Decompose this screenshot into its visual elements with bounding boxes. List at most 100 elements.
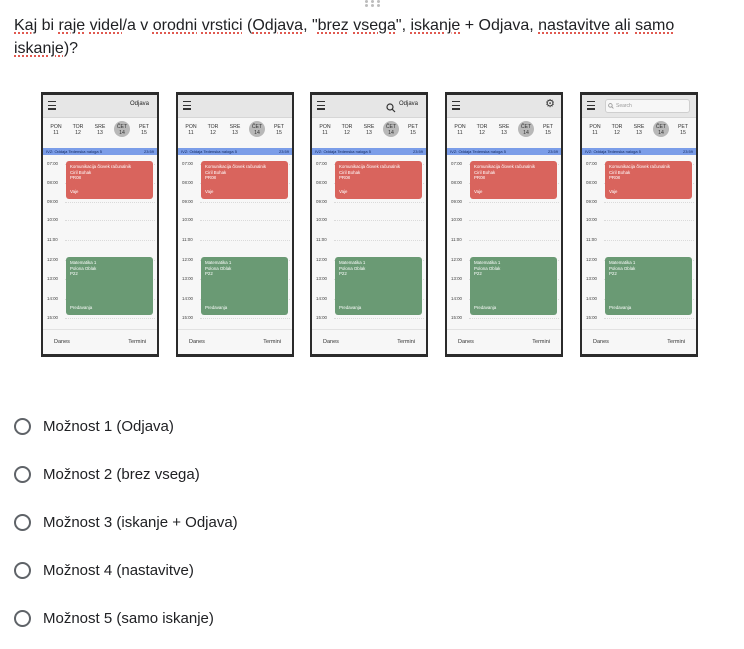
day-pet: PET 15 <box>135 124 153 146</box>
event-person: Ciril Bohak <box>70 169 92 175</box>
today-label: Danes <box>323 339 339 345</box>
appointments-label: Termini <box>532 339 550 345</box>
drag-handle-icon[interactable] <box>365 0 383 8</box>
day-number: 12 <box>614 130 620 136</box>
hour-label: 14:00 <box>316 296 327 301</box>
day-name: ČET <box>116 124 128 130</box>
day-number: 15 <box>276 130 282 136</box>
day-number: 14 <box>388 130 394 136</box>
day-name: PON <box>454 124 466 130</box>
event-person: Ciril Bohak <box>339 169 361 175</box>
event-title: Komunikacija človek računalnik <box>609 164 671 169</box>
deadline-banner: IVZ: Oddaja Tedenska naloga 5 23:59 <box>447 148 561 155</box>
mockup-schedule-grid: 07:00 08:00 09:00 10:00 11:00 12:00 13:00 14:00… <box>43 159 157 329</box>
day-name: SRE <box>498 124 510 130</box>
event-room: P22 <box>609 271 617 276</box>
event-person: Polona Oblak <box>474 265 501 271</box>
question-text-part: raje <box>58 17 86 34</box>
option-label[interactable]: Možnost 1 (Odjava) <box>43 418 174 435</box>
day-name: SRE <box>94 124 106 130</box>
radio-option-4[interactable]: Možnost 4 (nastavitve) <box>14 562 194 579</box>
question-text-part: bi <box>37 17 59 34</box>
radio-button[interactable] <box>14 466 31 483</box>
hour-gridline <box>334 202 424 203</box>
day-name: TOR <box>611 124 623 130</box>
day-name: TOR <box>476 124 488 130</box>
event-room: PR08 <box>339 175 350 180</box>
day-name: PET <box>407 124 419 130</box>
radio-button[interactable] <box>14 562 31 579</box>
appointments-label: Termini <box>397 339 415 345</box>
day-čet: ČET 14 <box>113 121 131 146</box>
hour-gridline <box>65 240 155 241</box>
radio-option-2[interactable]: Možnost 2 (brez vsega) <box>14 466 200 483</box>
hour-label: 15:00 <box>586 315 597 320</box>
day-čet: ČET 14 <box>652 121 670 146</box>
event-type: Vaje <box>339 188 348 194</box>
question-text-part: Kaj <box>14 17 38 34</box>
hour-gridline <box>200 202 290 203</box>
banner-time: 23:59 <box>547 149 558 154</box>
day-number: 13 <box>97 130 103 136</box>
event-room: P22 <box>339 271 347 276</box>
event-person: Ciril Bohak <box>205 169 227 175</box>
day-pet: PET 15 <box>404 124 422 146</box>
hour-gridline <box>469 202 559 203</box>
radio-option-3[interactable]: Možnost 3 (iskanje + Odjava) <box>14 514 238 531</box>
hour-label: 14:00 <box>451 296 462 301</box>
event-title: Matematika 1 <box>70 260 97 265</box>
day-number: 15 <box>680 130 686 136</box>
hour-label: 09:00 <box>316 199 327 204</box>
day-tor: TOR 12 <box>608 124 626 146</box>
radio-option-5[interactable]: Možnost 5 (samo iskanje) <box>14 610 214 627</box>
day-name: TOR <box>207 124 219 130</box>
mockup-bottom-bar: Danes Termini <box>178 329 292 354</box>
radio-option-1[interactable]: Možnost 1 (Odjava) <box>14 418 174 435</box>
option-label[interactable]: Možnost 5 (samo iskanje) <box>43 610 214 627</box>
option-label[interactable]: Možnost 4 (nastavitve) <box>43 562 194 579</box>
event-type: Predavanja <box>339 304 362 310</box>
mockup-schedule-grid: 07:00 08:00 09:00 10:00 11:00 12:00 13:00 14:00… <box>178 159 292 329</box>
mockup-day-strip: PON 11 TOR 12 SRE 13 ČET 14 PET 15 <box>447 118 561 146</box>
event-card-red: Komunikacija človek računalnik Ciril Boha… <box>335 161 422 199</box>
option-label[interactable]: Možnost 3 (iskanje + Odjava) <box>43 514 238 531</box>
event-card-green: Matematika 1 Polona Oblak P22 Predavanja <box>470 257 557 315</box>
question-text-part: samo <box>635 17 675 34</box>
phone-mockup-5: Search PON 11 TOR 12 SRE 13 ČET 14 PET 15 IVZ: Odda… <box>580 92 698 357</box>
question-text-part: + Odjava, <box>460 17 539 34</box>
hour-label: 15:00 <box>182 315 193 320</box>
banner-text: IVZ: Oddaja Tedenska naloga 5 <box>585 149 641 154</box>
hour-gridline <box>334 220 424 221</box>
day-name: PON <box>589 124 601 130</box>
appointments-label: Termini <box>263 339 281 345</box>
radio-button[interactable] <box>14 514 31 531</box>
mockup-app-bar: Odjava <box>312 95 426 118</box>
hour-label: 07:00 <box>316 161 327 166</box>
hour-gridline <box>469 240 559 241</box>
mockup-app-bar <box>178 95 292 118</box>
day-number: 14 <box>254 130 260 136</box>
hour-label: 08:00 <box>451 180 462 185</box>
radio-button[interactable] <box>14 610 31 627</box>
hour-label: 09:00 <box>47 199 58 204</box>
radio-button[interactable] <box>14 418 31 435</box>
day-pet: PET 15 <box>674 124 692 146</box>
hour-gridline <box>334 240 424 241</box>
event-room: P22 <box>70 271 78 276</box>
question-text-part: , " <box>303 17 318 34</box>
hour-gridline <box>604 240 694 241</box>
question-text-part: videl <box>89 17 123 34</box>
banner-time: 23:59 <box>143 149 154 154</box>
day-name: PET <box>677 124 689 130</box>
phone-mockup-2: PON 11 TOR 12 SRE 13 ČET 14 PET 15 IVZ: Oddaja Ted… <box>176 92 294 357</box>
day-number: 11 <box>53 130 59 136</box>
hour-label: 14:00 <box>47 296 58 301</box>
event-room: PR08 <box>205 175 216 180</box>
hour-label: 10:00 <box>47 217 58 222</box>
event-card-green: Matematika 1 Polona Oblak P22 Predavanja <box>201 257 288 315</box>
mockup-app-bar: ⚙ <box>447 95 561 118</box>
deadline-banner: IVZ: Oddaja Tedenska naloga 5 23:59 <box>582 148 696 155</box>
day-sre: SRE 13 <box>91 124 109 146</box>
option-label[interactable]: Možnost 2 (brez vsega) <box>43 466 200 483</box>
day-name: ČET <box>385 124 397 130</box>
